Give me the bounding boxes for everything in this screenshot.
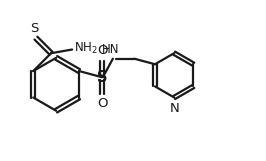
Text: S: S <box>97 70 107 85</box>
Text: HN: HN <box>102 43 119 56</box>
Text: O: O <box>97 44 107 57</box>
Text: O: O <box>97 97 107 110</box>
Text: N: N <box>169 102 179 114</box>
Text: NH$_2$: NH$_2$ <box>74 40 98 56</box>
Text: S: S <box>30 22 39 35</box>
